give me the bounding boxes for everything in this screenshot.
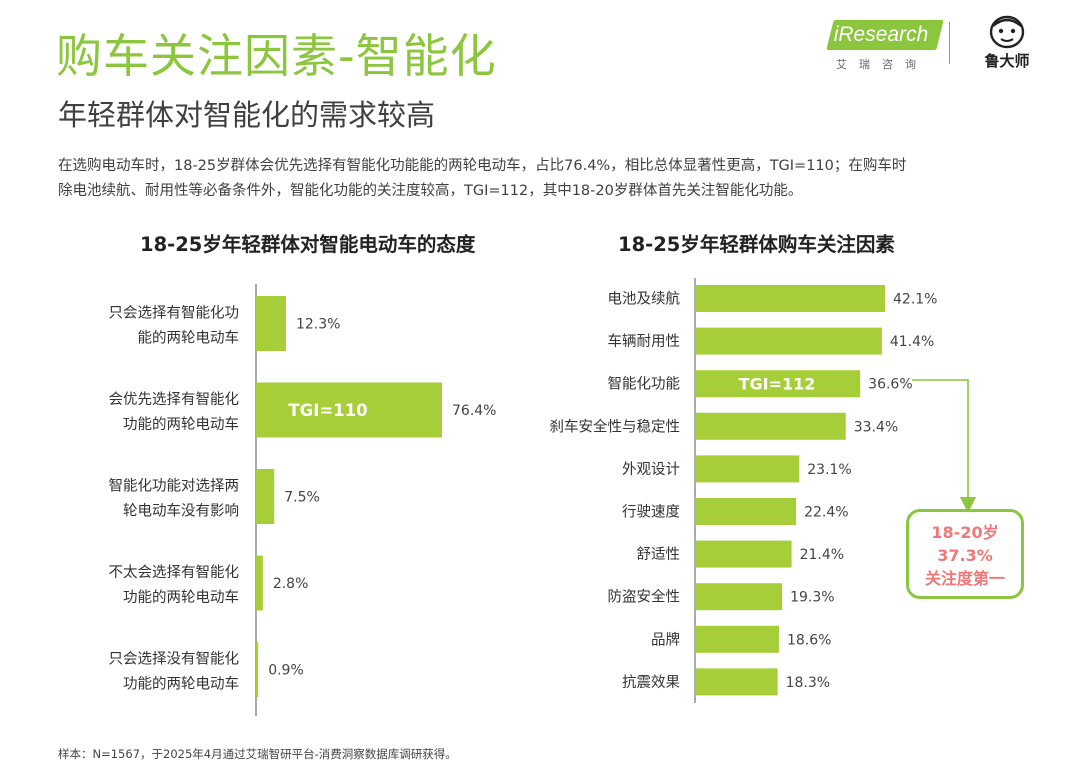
category-label: 抗震效果 (622, 674, 680, 691)
bar (695, 540, 792, 568)
right-bar-chart: 电池及续航 42.1% 车辆耐用性 41.4% 智能化功能 36.6% 刹车安全性与稳定性 3… (550, 278, 937, 703)
footnote: 样本：N=1567，于2025年4月通过艾瑞智研平台-消费洞察数据库调研获得。 (58, 747, 457, 761)
data-label: 12.3% (296, 317, 340, 333)
data-label: 42.1% (893, 292, 937, 308)
iresearch-logo-subtext: 艾瑞咨询 (836, 58, 928, 71)
callout-value: 37.3% (937, 546, 993, 565)
bar (256, 642, 259, 697)
data-label: 76.4% (452, 403, 496, 419)
bar (695, 625, 779, 653)
category-label: 电池及续航 (608, 291, 681, 308)
category-label: 轮电动车没有影响 (123, 503, 239, 520)
bar (695, 668, 778, 696)
right-chart-title: 18-25岁年轻群体购车关注因素 (618, 233, 895, 256)
category-label: 智能化功能对选择两 (109, 478, 240, 495)
category-label: 行驶速度 (622, 504, 680, 521)
category-label: 功能的两轮电动车 (123, 589, 239, 606)
category-label: 只会选择有智能化功 (109, 305, 240, 322)
bar (695, 498, 797, 525)
description-line: 除电池续航、耐用性等必备条件外，智能化功能的关注度较高，TGI=112，其中18… (58, 183, 803, 199)
data-label: 7.5% (284, 490, 320, 506)
bar (695, 370, 861, 398)
page-subtitle: 年轻群体对智能化的需求较高 (58, 98, 436, 132)
ludashi-mascot-icon (989, 15, 1025, 49)
iresearch-logo-text: iResearch (833, 23, 929, 46)
ludashi-logo: 鲁大师 (975, 12, 1039, 72)
category-label: 不太会选择有智能化 (109, 564, 240, 581)
bar (695, 583, 783, 611)
data-label: 18.6% (787, 632, 831, 648)
callout-arrow (912, 379, 976, 513)
category-label: 功能的两轮电动车 (123, 416, 239, 433)
data-label: 41.4% (890, 334, 934, 350)
bar (256, 382, 442, 438)
bar (256, 296, 286, 351)
data-label: 18.3% (786, 675, 830, 691)
category-label: 防盗安全性 (608, 588, 681, 606)
data-label: 22.4% (804, 505, 848, 521)
data-label: 23.1% (807, 462, 851, 478)
category-label: 会优先选择有智能化 (109, 391, 240, 408)
bar (695, 455, 800, 483)
callout-box: 18-20岁 37.3% 关注度第一 (906, 509, 1024, 599)
left-chart-title: 18-25岁年轻群体对智能电动车的态度 (140, 233, 476, 256)
category-label: 只会选择没有智能化 (109, 651, 240, 668)
ludashi-logo-text: 鲁大师 (984, 52, 1030, 70)
category-label: 舒适性 (637, 546, 681, 563)
category-label: 外观设计 (622, 461, 680, 478)
category-label: 能的两轮电动车 (138, 330, 240, 347)
tgi-annotation: TGI=110 (288, 401, 367, 420)
bar (695, 285, 885, 312)
data-label: 0.9% (268, 663, 304, 679)
category-label: 刹车安全性与稳定性 (550, 417, 681, 435)
description-line: 在选购电动车时，18-25岁群体会优先选择有智能化功能能的两轮电动车，占比76.… (58, 158, 907, 174)
category-label: 车辆耐用性 (608, 333, 681, 350)
logo-divider (949, 22, 950, 64)
iresearch-logo: iResearch 艾瑞咨询 (822, 18, 944, 74)
data-label: 33.4% (854, 419, 898, 435)
bar (256, 555, 263, 611)
category-label: 品牌 (651, 631, 680, 648)
bar (695, 327, 882, 355)
data-label: 2.8% (273, 576, 309, 592)
bar (695, 412, 846, 440)
data-label: 21.4% (800, 547, 844, 563)
bar (256, 469, 275, 524)
page-title: 购车关注因素-智能化 (56, 29, 497, 83)
callout-age-group: 18-20岁 (931, 523, 999, 542)
category-label: 智能化功能 (608, 376, 681, 393)
page-description: 在选购电动车时，18-25岁群体会优先选择有智能化功能能的两轮电动车，占比76.… (58, 154, 1048, 204)
data-label: 36.6% (868, 377, 912, 393)
tgi-annotation: TGI=112 (739, 375, 816, 394)
callout-rank: 关注度第一 (924, 569, 1005, 588)
data-label: 19.3% (790, 590, 834, 606)
category-label: 功能的两轮电动车 (123, 676, 239, 693)
